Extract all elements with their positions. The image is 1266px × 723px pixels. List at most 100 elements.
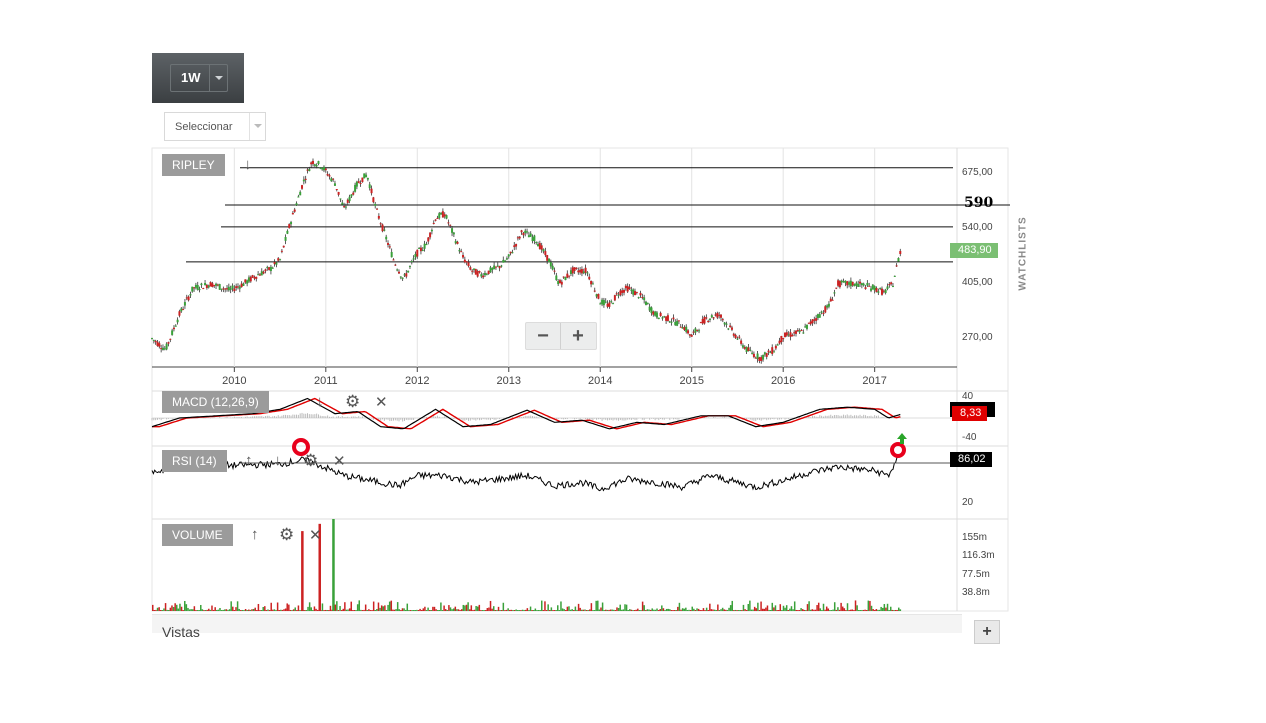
candle-body — [494, 266, 497, 268]
candle-body — [895, 265, 898, 267]
macd-y-tick-neg40: -40 — [962, 432, 977, 443]
volume-bar — [883, 604, 886, 611]
volume-bar — [704, 610, 706, 611]
macd-line — [151, 397, 901, 430]
volume-bar — [825, 606, 828, 611]
volume-bar — [233, 610, 236, 611]
candle-body — [507, 254, 510, 257]
volume-bar — [609, 609, 612, 611]
volume-bar — [424, 606, 426, 611]
volume-panel-title[interactable]: VOLUME — [162, 524, 233, 546]
volume-bar — [176, 604, 178, 611]
arrow-down-icon[interactable]: ↓ — [274, 452, 282, 469]
close-icon[interactable]: ✕ — [309, 527, 322, 544]
candle-body — [451, 228, 454, 233]
macd-panel-title[interactable]: MACD (12,26,9) — [162, 391, 269, 413]
candle-body — [809, 321, 812, 325]
candle-body — [394, 264, 397, 266]
volume-bar — [385, 610, 388, 611]
chevron-down-icon[interactable] — [249, 113, 266, 140]
gear-icon[interactable]: ⚙ — [303, 451, 319, 470]
volume-bar — [212, 609, 215, 611]
arrow-up-icon — [897, 433, 907, 444]
arrow-down-icon[interactable]: ↓ — [244, 156, 252, 173]
candle-body — [284, 237, 287, 241]
candle-body — [480, 274, 483, 277]
arrow-down-icon[interactable]: ↓ — [316, 393, 324, 410]
candle-body — [888, 284, 891, 286]
candle-body — [639, 292, 642, 296]
volume-bar — [312, 610, 314, 611]
views-label[interactable]: Vistas — [162, 624, 200, 640]
volume-bar — [641, 601, 644, 611]
gear-icon[interactable]: ⚙ — [345, 392, 361, 411]
candle-body — [469, 267, 472, 270]
zoom-in-button[interactable]: + — [572, 325, 584, 347]
candle-body — [573, 267, 576, 271]
volume-bar — [403, 608, 405, 611]
timeframe-dropdown[interactable]: 1W — [170, 64, 228, 92]
volume-bar — [766, 605, 769, 611]
candle-body — [558, 280, 561, 284]
main-panel-title[interactable]: RIPLEY — [162, 154, 225, 176]
arrow-up-icon[interactable]: ↑ — [245, 452, 253, 469]
gear-icon[interactable]: ⚙ — [279, 525, 295, 544]
candle-body — [313, 164, 316, 166]
volume-bar — [187, 607, 189, 611]
volume-bar — [524, 609, 527, 611]
candle-body — [692, 331, 695, 333]
volume-bar — [648, 609, 650, 611]
arrow-up-icon[interactable]: ↑ — [251, 526, 259, 543]
comparison-select[interactable]: Seleccionar — [164, 112, 266, 141]
marker-circle-right — [890, 442, 906, 458]
volume-bar — [739, 610, 742, 611]
volume-bar — [633, 610, 636, 611]
candle-body — [187, 296, 190, 301]
volume-bar — [707, 610, 709, 611]
candle-body — [630, 289, 633, 291]
volume-bar — [400, 610, 402, 611]
candle-body — [683, 327, 686, 331]
volume-bar — [760, 601, 762, 611]
volume-bar — [382, 606, 385, 611]
volume-bar — [657, 610, 660, 611]
candle-body — [566, 273, 569, 278]
volume-bar — [180, 606, 183, 611]
volume-bar — [560, 601, 562, 611]
volume-bar — [622, 609, 625, 611]
price-annotation: 590 — [964, 195, 994, 211]
candle-body — [491, 268, 494, 270]
volume-bar — [163, 608, 165, 611]
volume-bar — [192, 609, 194, 611]
rsi-panel-title[interactable]: RSI (14) — [162, 450, 227, 472]
volume-bar — [481, 610, 484, 611]
volume-bar — [264, 606, 266, 611]
add-view-button[interactable]: + — [974, 620, 1000, 644]
zoom-out-button[interactable]: − — [526, 323, 561, 349]
volume-bar — [360, 609, 362, 611]
chevron-down-icon[interactable] — [209, 65, 227, 91]
close-icon[interactable]: ✕ — [375, 394, 388, 411]
volume-bar — [398, 609, 401, 611]
volume-bar — [217, 609, 220, 611]
candle-body — [610, 301, 613, 303]
candle-body — [802, 332, 805, 334]
close-icon[interactable]: ✕ — [333, 453, 346, 470]
volume-bar — [384, 605, 386, 611]
volume-bar — [574, 606, 577, 611]
volume-bar — [568, 606, 570, 611]
volume-bar — [894, 609, 897, 611]
candle-body — [434, 219, 437, 221]
volume-bar — [584, 609, 586, 611]
candle-body — [324, 168, 327, 171]
candle-body — [650, 307, 653, 314]
volume-bar — [521, 609, 524, 611]
candle-body — [749, 349, 752, 351]
candle-body — [238, 286, 241, 289]
volume-bar — [897, 607, 900, 611]
candle-body — [634, 291, 636, 296]
candle-body — [465, 261, 468, 263]
volume-bar — [272, 609, 274, 611]
watchlists-tab[interactable]: WATCHLISTS — [1008, 210, 1038, 306]
